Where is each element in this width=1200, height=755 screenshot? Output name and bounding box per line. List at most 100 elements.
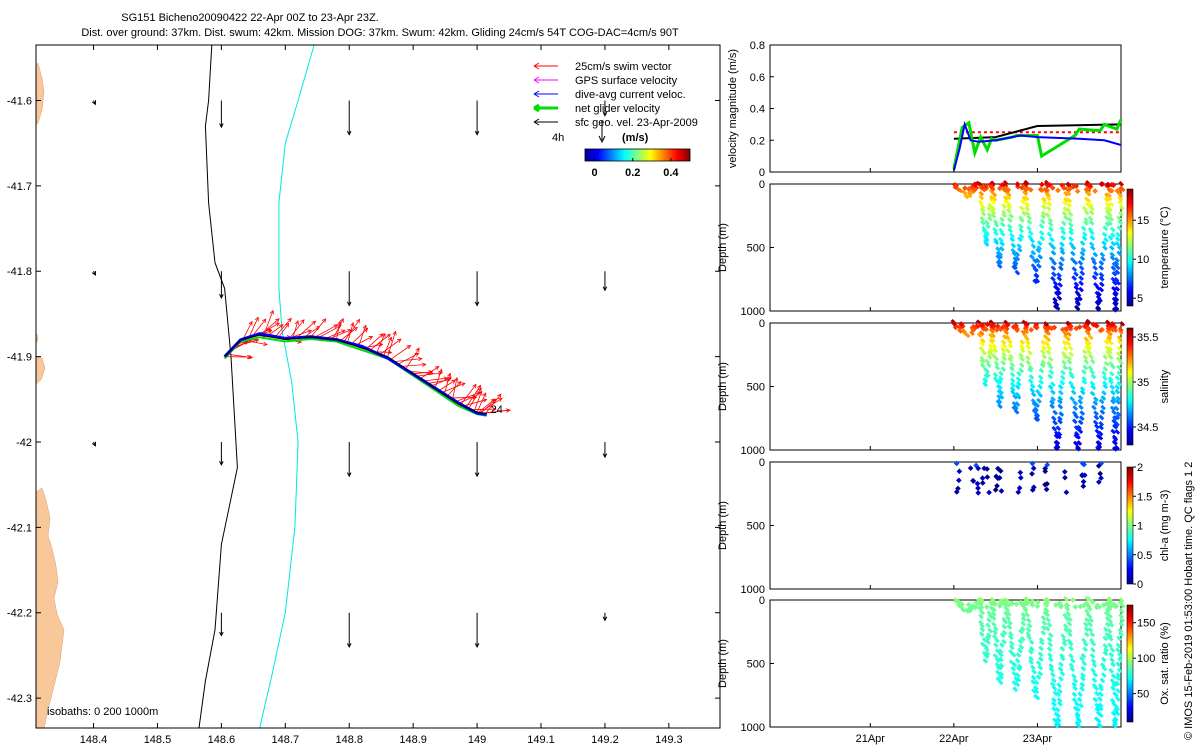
chla-y-axis-label: Depth (m) <box>717 501 729 550</box>
chla-point <box>1017 470 1023 476</box>
temperature-y-axis-label: Depth (m) <box>717 223 729 272</box>
map-panel: 24 148.4 148.5 148.6 148.7 148.8 148.9 149 149.… <box>7 45 720 746</box>
temperature-colorbar <box>1127 189 1133 306</box>
oxygen-y-tick-label: 500 <box>747 659 765 671</box>
chla-y-tick-label: 500 <box>747 521 765 533</box>
velocity-y-tick-label: 0.4 <box>750 104 765 116</box>
time-x-tick-label: 21Apr <box>856 733 886 745</box>
map-y-tick-label: -42.3 <box>7 693 32 705</box>
figure-title-line1: SG151 Bicheno20090422 22-Apr 00Z to 23-A… <box>121 12 378 24</box>
chla-colorbar-tick-label: 2 <box>1137 462 1143 474</box>
velocity-y-tick-label: 0.2 <box>750 135 765 147</box>
oxygen-point <box>1070 597 1076 603</box>
map-y-tick-label: -42 <box>16 437 32 449</box>
map-y-tick-label: -41.8 <box>7 266 32 278</box>
map-y-tick-label: -41.7 <box>7 181 32 193</box>
legend-time-label: 4h <box>552 132 564 144</box>
map-x-tick-label: 149 <box>468 734 486 746</box>
oxygen-y-axis-label: Depth (m) <box>717 639 729 688</box>
map-x-tick-label: 148.9 <box>399 734 427 746</box>
chla-point <box>957 469 963 475</box>
time-x-tick-label: 22Apr <box>939 733 969 745</box>
chla-point <box>1080 483 1086 489</box>
chla-colorbar-tick-label: 0.5 <box>1137 550 1152 562</box>
chla-colorbar-tick-label: 1.5 <box>1137 491 1152 503</box>
salinity-scatter <box>951 319 1126 452</box>
map-x-tick-label: 148.7 <box>272 734 300 746</box>
oxygen-scatter <box>953 596 1125 729</box>
oxygen-colorbar-tick-label: 50 <box>1137 689 1149 701</box>
temperature-colorbar-tick-label: 15 <box>1137 215 1149 227</box>
chla-point <box>1062 469 1068 475</box>
temperature-y-tick-label: 500 <box>747 243 765 255</box>
temperature-y-tick-label: 1000 <box>741 306 765 318</box>
chla-point <box>1029 471 1035 477</box>
salinity-y-tick-label: 500 <box>747 382 765 394</box>
chla-point <box>1097 471 1103 477</box>
temperature-point <box>1075 188 1081 194</box>
oxygen-point <box>984 604 990 610</box>
salinity-colorbar-label: salinity <box>1159 369 1171 403</box>
salinity-y-tick-label: 1000 <box>741 445 765 457</box>
chla-scatter <box>954 461 1104 496</box>
salinity-point <box>1028 327 1034 333</box>
temperature-point <box>1039 182 1045 188</box>
chla-point <box>1081 479 1087 485</box>
isobaths-label: isobaths: 0 200 1000m <box>47 706 158 718</box>
map-x-tick-label: 149.2 <box>591 734 619 746</box>
time-x-axis: 21Apr 22Apr 23Apr <box>856 168 1053 745</box>
oxygen-colorbar-label: Ox. sat. ratio (%) <box>1159 622 1171 705</box>
svg-text:net glider velocity: net glider velocity <box>575 103 660 115</box>
map-y-tick-label: -41.9 <box>7 352 32 364</box>
chla-point <box>999 488 1005 494</box>
temperature-colorbar-label: temperature (°C) <box>1159 206 1171 288</box>
chla-point <box>1018 475 1024 481</box>
chla-point <box>975 485 981 491</box>
chla-colorbar <box>1127 467 1133 584</box>
salinity-colorbar-tick-label: 35 <box>1137 377 1149 389</box>
map-x-tick-label: 148.6 <box>208 734 236 746</box>
track-end-label: 24 <box>491 404 503 416</box>
chla-point <box>970 478 976 484</box>
chla-point <box>1031 465 1037 471</box>
chla-point <box>1064 490 1070 496</box>
oxygen-point <box>1073 604 1079 610</box>
svg-text:dive-avg current veloc.: dive-avg current veloc. <box>575 89 686 101</box>
map-y-tick-label: -41.6 <box>7 95 32 107</box>
time-x-tick-label: 23Apr <box>1023 733 1053 745</box>
chla-point <box>968 465 974 471</box>
chla-point <box>1062 475 1068 481</box>
salinity-colorbar-tick-label: 35.5 <box>1137 332 1158 344</box>
oxygen-colorbar <box>1127 605 1133 722</box>
chla-point <box>986 490 992 496</box>
chla-point <box>975 490 981 496</box>
velocity-y-tick-label: 0.6 <box>750 72 765 84</box>
salinity-colorbar <box>1127 328 1133 445</box>
figure-title-line2: Dist. over ground: 37km. Dist. swum: 42k… <box>81 27 679 39</box>
chla-point <box>954 461 960 467</box>
map-x-tick-label: 148.5 <box>144 734 172 746</box>
velocity-y-tick-label: 0 <box>759 167 765 179</box>
chla-y-tick-label: 0 <box>759 457 765 469</box>
map-x-tick-label: 148.8 <box>335 734 363 746</box>
salinity-y-axis-label: Depth (m) <box>717 362 729 411</box>
chla-colorbar-tick-label: 0 <box>1137 579 1143 591</box>
temperature-colorbar-tick-label: 10 <box>1137 254 1149 266</box>
temperature-point <box>1092 188 1098 194</box>
svg-text:25cm/s swim vector: 25cm/s swim vector <box>575 61 672 73</box>
chla-colorbar-label: chl-a (mg m-3) <box>1159 490 1171 562</box>
chla-point <box>980 475 986 481</box>
salinity-colorbar-tick-label: 34.5 <box>1137 422 1158 434</box>
map-x-tick-label: 148.4 <box>80 734 108 746</box>
oxygen-y-tick-label: 0 <box>759 595 765 607</box>
temperature-y-tick-label: 0 <box>759 179 765 191</box>
chla-point <box>1044 487 1050 493</box>
chla-point <box>956 477 962 483</box>
temperature-point <box>1055 188 1061 194</box>
